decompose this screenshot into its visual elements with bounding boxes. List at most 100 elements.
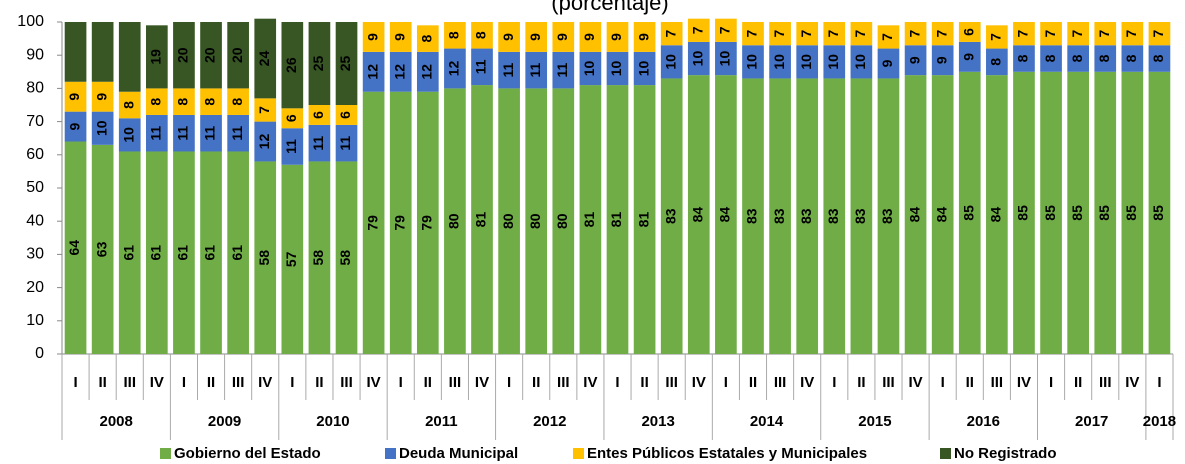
data-label: 8: [1096, 54, 1112, 62]
bar-segment: [118, 91, 141, 119]
y-tick-label: 40: [26, 212, 44, 229]
data-label: 11: [527, 63, 543, 78]
bar-segment: [471, 85, 493, 354]
bar-segment: [986, 48, 1008, 76]
data-label: 20: [202, 47, 218, 63]
bar-segment: [877, 78, 900, 354]
bar-segment: [308, 22, 331, 105]
data-label: 61: [229, 245, 245, 261]
bar-segment: [362, 91, 385, 354]
data-label: 84: [689, 207, 705, 223]
y-tick-label: 20: [26, 279, 44, 296]
data-label: 12: [364, 64, 380, 80]
bar-segment: [687, 18, 710, 42]
bar-segment: [416, 51, 439, 92]
bar-segment: [606, 85, 629, 354]
bar-segment: [200, 88, 222, 115]
bar-segment: [1013, 71, 1035, 355]
bar-segment: [64, 22, 87, 82]
data-label: 11: [337, 136, 353, 151]
bar-segment: [904, 45, 927, 76]
data-label: 81: [635, 212, 651, 228]
data-label: 80: [500, 213, 516, 229]
x-tick-label: III: [340, 374, 353, 391]
data-label: 10: [608, 60, 624, 76]
data-label: 10: [771, 54, 787, 70]
data-label: 11: [229, 126, 245, 141]
data-label: 9: [500, 33, 516, 41]
data-label: 10: [744, 54, 760, 70]
x-tick-label: III: [665, 374, 678, 391]
data-label: 7: [1069, 30, 1085, 38]
bar-segment: [64, 111, 87, 142]
y-tick-label: 60: [26, 146, 44, 163]
bar-segment: [281, 108, 304, 129]
bar-segment: [254, 98, 277, 122]
bar-segment: [742, 45, 764, 79]
bar-segment: [958, 22, 981, 42]
x-tick-label: I: [1049, 374, 1053, 391]
bar-segment: [552, 88, 575, 355]
bar-segment: [254, 121, 277, 162]
data-label: 9: [66, 122, 82, 130]
x-tick-label: I: [290, 374, 294, 391]
x-tick-label: III: [449, 374, 462, 391]
bar-segment: [1148, 22, 1171, 46]
bar-segment: [687, 41, 710, 76]
data-label: 9: [960, 53, 976, 61]
bar-segment: [335, 161, 358, 354]
x-tick-label: II: [1074, 374, 1082, 391]
x-tick-label: III: [557, 374, 570, 391]
data-label: 83: [798, 208, 814, 224]
bar-segment: [1013, 45, 1035, 72]
legend-swatch: [573, 448, 584, 459]
bar-segment: [850, 22, 873, 46]
data-label: 83: [879, 208, 895, 224]
bar-segment: [118, 118, 141, 152]
group-label: 2011: [425, 413, 458, 430]
data-label: 10: [852, 54, 868, 70]
data-label: 12: [419, 64, 435, 80]
bar-segment: [1040, 45, 1062, 72]
data-label: 12: [256, 134, 272, 150]
bar-segment: [796, 45, 819, 79]
bar-segment: [498, 51, 520, 89]
data-label: 6: [310, 111, 326, 119]
x-tick-label: I: [507, 374, 511, 391]
bar-segment: [850, 78, 873, 354]
bar-segment: [1148, 45, 1171, 72]
bar-segment: [633, 85, 656, 354]
bar-segment: [958, 71, 981, 355]
bar-segment: [118, 151, 141, 354]
y-tick-label: 50: [26, 179, 44, 196]
data-label: 11: [148, 126, 164, 141]
bar-segment: [796, 78, 819, 354]
data-label: 84: [906, 207, 922, 223]
bar-segment: [823, 22, 846, 46]
data-label: 9: [364, 33, 380, 41]
data-label: 7: [1015, 30, 1031, 38]
data-label: 10: [689, 51, 705, 67]
data-label: 61: [148, 245, 164, 261]
data-label: 11: [500, 63, 516, 78]
data-label: 7: [798, 30, 814, 38]
x-tick-label: IV: [800, 374, 814, 391]
group-label: 2015: [858, 413, 891, 430]
x-tick-label: I: [399, 374, 403, 391]
data-label: 12: [446, 60, 462, 76]
bar-segment: [91, 144, 114, 354]
bar-segment: [552, 22, 575, 52]
bar-segment: [769, 78, 791, 354]
bar-segment: [498, 22, 520, 52]
bar-segment: [227, 151, 249, 354]
x-tick-label: III: [123, 374, 136, 391]
data-label: 10: [662, 54, 678, 70]
data-label: 7: [1042, 30, 1058, 38]
data-label: 9: [391, 33, 407, 41]
data-label: 9: [608, 33, 624, 41]
data-label: 8: [202, 98, 218, 106]
bar-segment: [579, 85, 602, 354]
bar-segment: [633, 51, 656, 86]
legend-label: Gobierno del Estado: [174, 445, 321, 462]
data-label: 8: [175, 98, 191, 106]
